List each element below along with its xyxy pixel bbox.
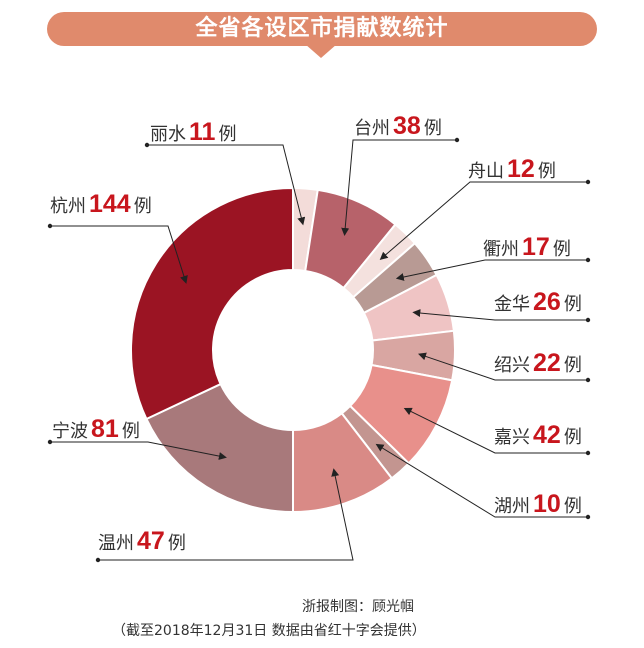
leader-line-宁波 (50, 441, 227, 460)
leader-dot-杭州 (47, 223, 53, 229)
slice-value: 17 (522, 233, 550, 261)
slice-value: 12 (507, 155, 535, 183)
slice-value: 26 (533, 288, 561, 316)
slice-unit: 例 (218, 124, 237, 145)
data-label-金华: 金华 26 例 (494, 288, 582, 317)
slice-unit: 例 (423, 118, 442, 139)
leader-line-嘉兴 (403, 407, 588, 454)
slice-value: 144 (89, 190, 131, 218)
leader-dot-温州 (95, 557, 101, 563)
leader-line-丽水 (147, 144, 306, 226)
slice-unit: 例 (563, 427, 582, 448)
leader-line-杭州 (50, 225, 188, 284)
title-pointer (305, 44, 337, 58)
data-label-温州: 温州 47 例 (98, 527, 186, 556)
leader-dot-衢州 (585, 257, 591, 263)
slice-unit: 例 (121, 421, 140, 442)
slice-name: 丽水 (150, 124, 186, 145)
slice-name: 衢州 (483, 239, 519, 260)
slice-name: 温州 (98, 533, 134, 554)
leader-dot-台州 (454, 137, 460, 143)
slice-name: 宁波 (52, 421, 88, 442)
slice-value: 81 (91, 415, 119, 443)
slice-unit: 例 (563, 355, 582, 376)
data-label-绍兴: 绍兴 22 例 (494, 349, 582, 378)
slice-name: 嘉兴 (494, 427, 530, 448)
leader-line-绍兴 (418, 352, 588, 381)
leader-dot-嘉兴 (585, 450, 591, 456)
slice-value: 11 (189, 118, 216, 146)
leader-dot-舟山 (585, 179, 591, 185)
slice-value: 10 (533, 490, 561, 518)
leader-line-舟山 (379, 181, 588, 260)
slice-name: 绍兴 (494, 355, 530, 376)
slice-unit: 例 (552, 239, 571, 260)
slice-value: 47 (137, 527, 165, 555)
data-label-湖州: 湖州 10 例 (494, 490, 582, 519)
slice-unit: 例 (133, 196, 152, 217)
source-note: （截至2018年12月31日 数据由省红十字会提供） (112, 623, 426, 639)
leader-dot-绍兴 (585, 377, 591, 383)
slice-value: 42 (533, 421, 561, 449)
data-label-宁波: 宁波 81 例 (52, 415, 140, 444)
data-label-嘉兴: 嘉兴 42 例 (494, 421, 582, 450)
slice-杭州 (130, 186, 294, 421)
slice-name: 湖州 (494, 496, 530, 517)
slice-unit: 例 (563, 294, 582, 315)
credit-text: 浙报制图：顾光帼 (302, 599, 414, 615)
slice-value: 22 (533, 349, 561, 377)
slice-unit: 例 (537, 161, 556, 182)
chart-title: 全省各设区市捐献数统计 (47, 12, 597, 46)
slice-unit: 例 (563, 496, 582, 517)
data-label-杭州: 杭州 144 例 (50, 190, 152, 219)
leader-line-台州 (341, 139, 457, 236)
leader-dot-丽水 (144, 142, 150, 148)
leader-dot-湖州 (585, 514, 591, 520)
leader-dot-宁波 (47, 439, 53, 445)
data-label-台州: 台州 38 例 (354, 112, 442, 141)
leader-line-金华 (412, 309, 588, 321)
slice-name: 舟山 (468, 161, 504, 182)
slice-name: 金华 (494, 294, 530, 315)
slice-value: 38 (393, 112, 421, 140)
leader-dot-金华 (585, 317, 591, 323)
slice-name: 杭州 (50, 196, 86, 217)
slice-name: 台州 (354, 118, 390, 139)
leader-line-温州 (98, 468, 354, 561)
data-label-衢州: 衢州 17 例 (483, 233, 571, 262)
data-label-舟山: 舟山 12 例 (468, 155, 556, 184)
slice-unit: 例 (167, 533, 186, 554)
leader-line-衢州 (395, 259, 588, 281)
slice-宁波 (145, 382, 294, 514)
data-label-丽水: 丽水 11 例 (150, 118, 236, 147)
leader-line-湖州 (375, 443, 588, 518)
